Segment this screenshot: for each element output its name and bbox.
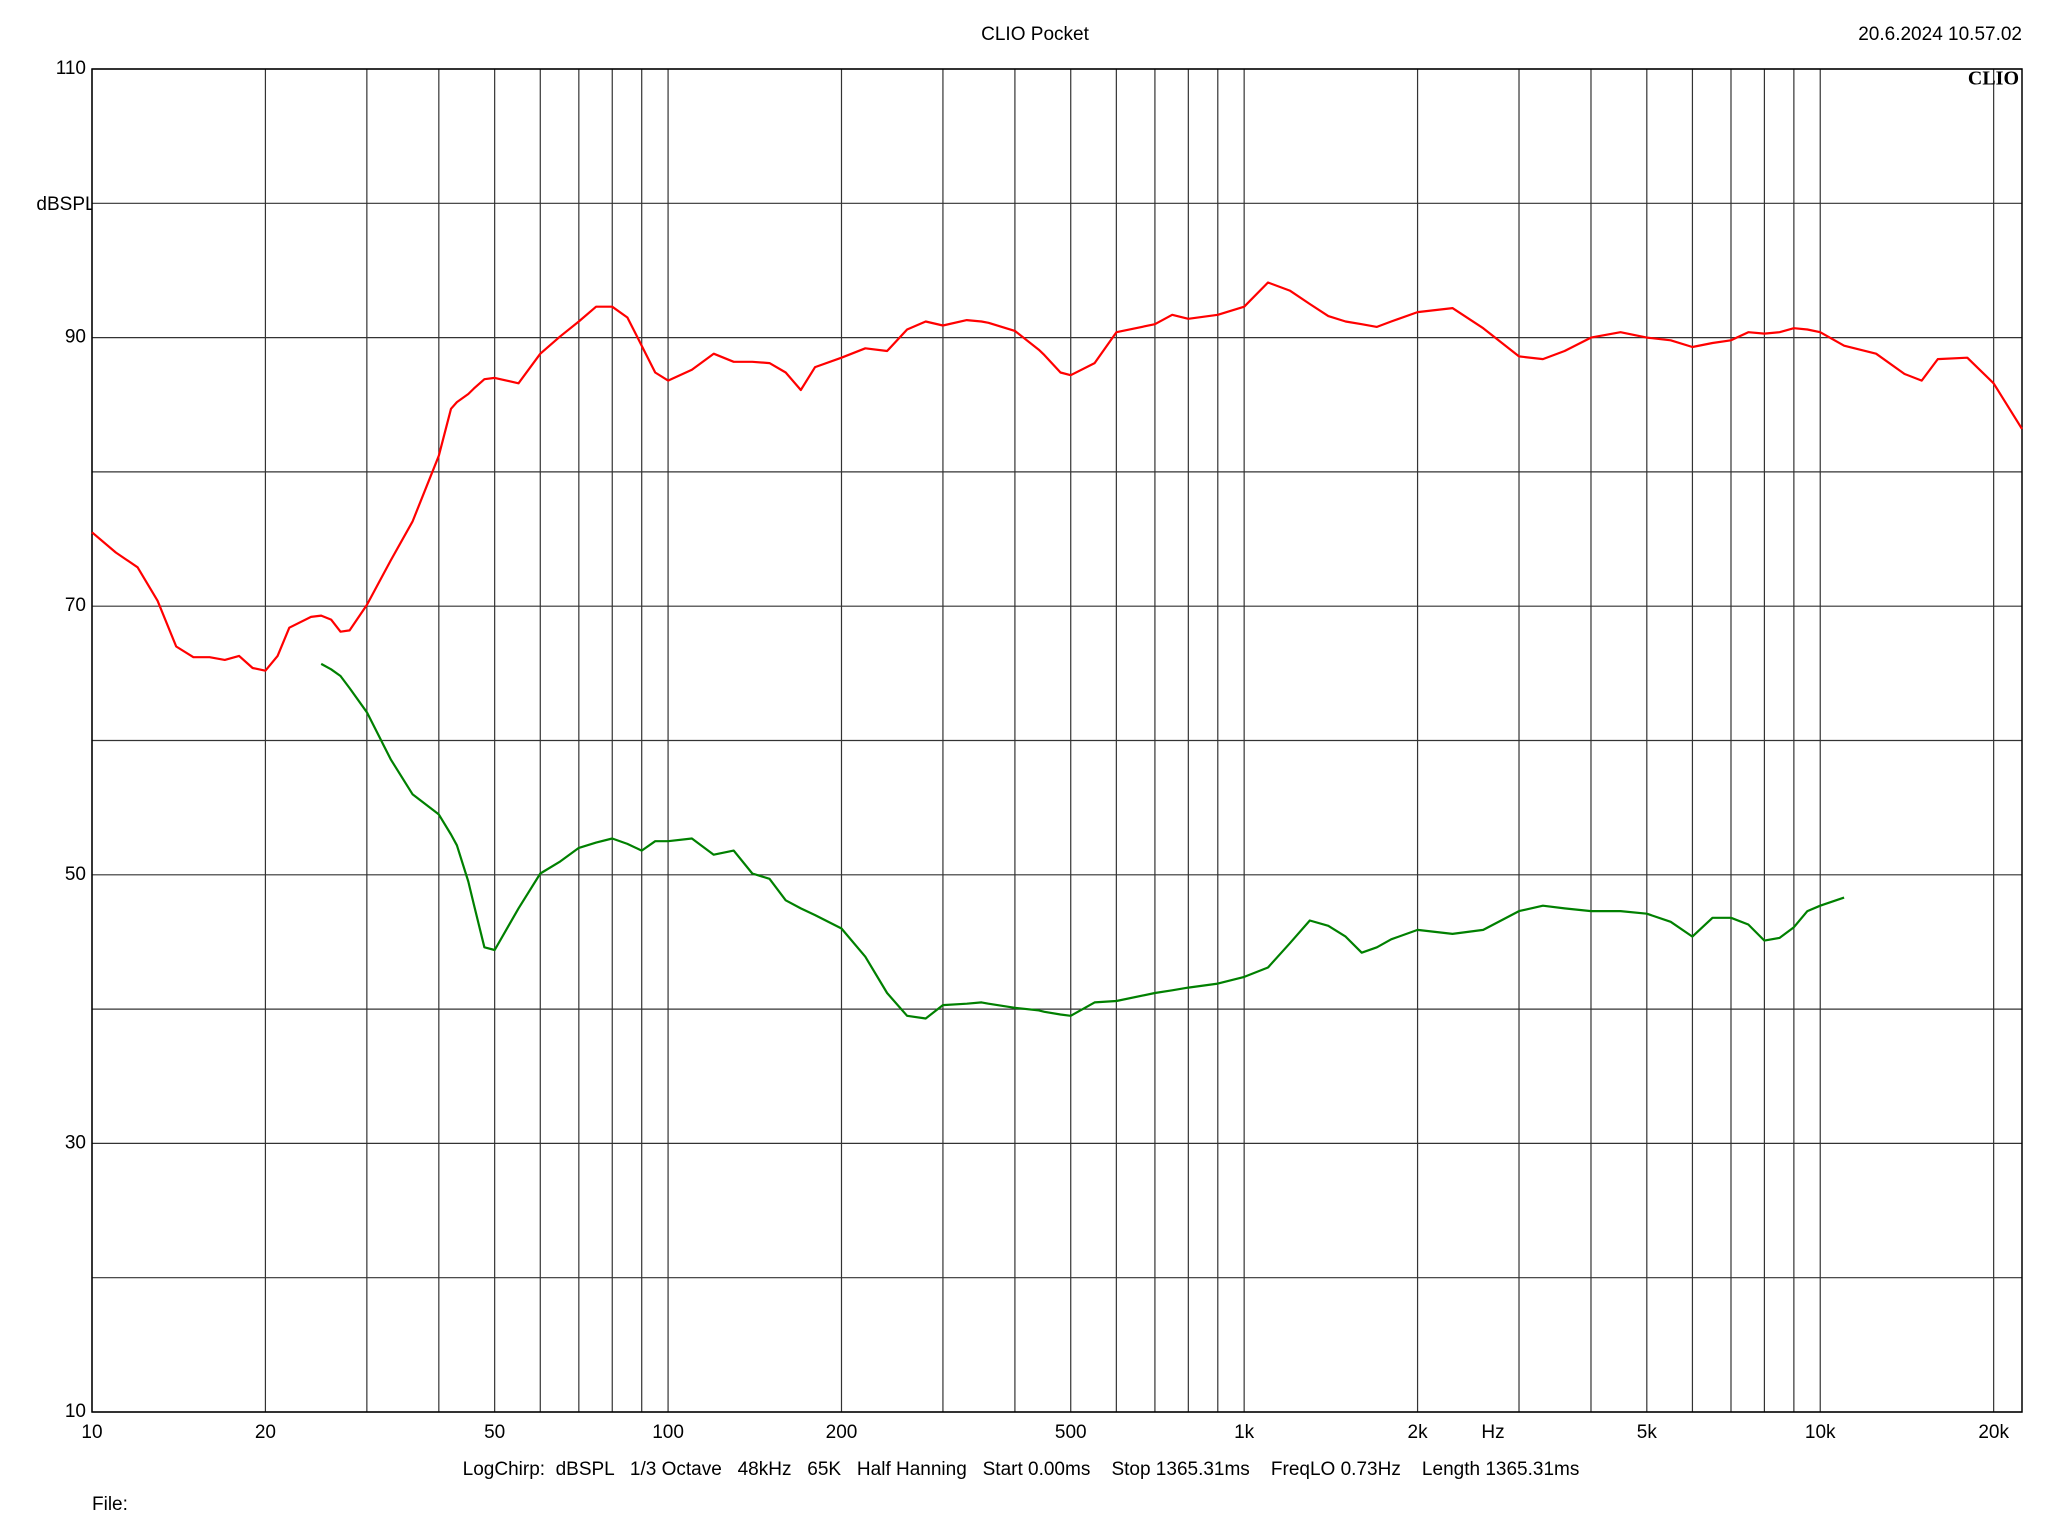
series-line	[320, 662, 1845, 1020]
y-tick-label: 70	[65, 595, 86, 616]
x-tick-label: 5k	[1637, 1422, 1658, 1443]
series-line	[91, 281, 2023, 672]
x-tick-label: 50	[484, 1422, 505, 1443]
y-tick-label: 10	[65, 1401, 86, 1422]
x-tick-label: 20	[255, 1422, 276, 1443]
x-tick-label: 2k	[1408, 1422, 1429, 1443]
x-tick-label: 10k	[1805, 1422, 1836, 1443]
timestamp: 20.6.2024 10.57.02	[1858, 24, 2022, 45]
chart-title: CLIO Pocket	[981, 24, 1089, 45]
plot-border	[91, 68, 2023, 1413]
x-tick-label: 500	[1055, 1422, 1087, 1443]
x-tick-label: 1k	[1234, 1422, 1255, 1443]
y-tick-label: 50	[65, 864, 86, 885]
x-tick-label: 20k	[1978, 1422, 2009, 1443]
x-axis-label: Hz	[1481, 1422, 1504, 1443]
footer: LogChirp: dBSPL 1/3 Octave 48kHz 65K Hal…	[463, 1459, 1580, 1480]
file-label: File:	[92, 1494, 128, 1515]
y-axis-label: dBSPL	[36, 194, 95, 215]
y-tick-label: 90	[65, 327, 86, 348]
logo: CLIO	[1968, 68, 2019, 90]
y-tick-label: 30	[65, 1132, 86, 1153]
x-tick-label: 100	[652, 1422, 684, 1443]
y-tick-label: 110	[56, 58, 86, 79]
x-tick-label: 200	[826, 1422, 858, 1443]
x-tick-label: 10	[81, 1422, 102, 1443]
